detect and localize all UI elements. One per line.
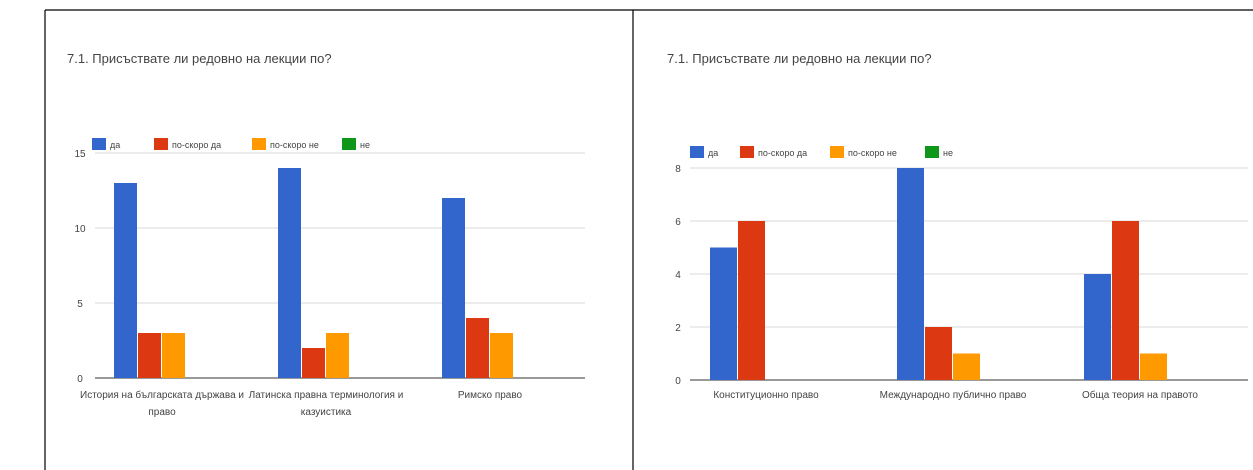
bar — [738, 221, 765, 380]
x-tick-label: История на българската държава и — [80, 389, 244, 401]
bar — [138, 333, 161, 378]
chart-title: 7.1. Присъствате ли редовно на лекции по… — [667, 51, 932, 66]
bar — [953, 353, 980, 380]
bar — [1140, 353, 1167, 380]
legend-label: по-скоро да — [758, 148, 807, 158]
y-tick-label: 4 — [675, 270, 681, 281]
bar — [1112, 221, 1139, 380]
x-tick-label: Римско право — [458, 390, 523, 401]
y-tick-label: 15 — [74, 149, 86, 160]
bar — [442, 198, 465, 378]
x-tick-label: Обща теория на правото — [1082, 389, 1198, 401]
y-tick-label: 10 — [74, 224, 86, 235]
x-tick-label: право — [148, 407, 176, 418]
bar — [490, 333, 513, 378]
chart-right: 7.1. Присъствате ли редовно на лекции по… — [667, 51, 1248, 401]
bar — [1084, 274, 1111, 380]
bar — [278, 168, 301, 378]
chart-title: 7.1. Присъствате ли редовно на лекции по… — [67, 51, 332, 66]
bar — [162, 333, 185, 378]
legend-label: по-скоро не — [270, 140, 319, 150]
bar — [302, 348, 325, 378]
bar — [710, 247, 737, 380]
bar — [466, 318, 489, 378]
bar — [114, 183, 137, 378]
chart-left: 7.1. Присъствате ли редовно на лекции по… — [67, 51, 585, 418]
bar — [326, 333, 349, 378]
bar — [897, 168, 924, 380]
x-tick-label: Конституционно право — [713, 390, 819, 401]
legend-swatch — [740, 146, 754, 158]
x-tick-label: казуистика — [301, 407, 352, 418]
x-tick-label: Латинска правна терминология и — [249, 390, 404, 401]
legend-label: по-скоро да — [172, 140, 221, 150]
y-tick-label: 8 — [675, 164, 681, 175]
bar — [925, 327, 952, 380]
y-tick-label: 0 — [675, 376, 681, 387]
legend-swatch — [925, 146, 939, 158]
legend-label: да — [110, 140, 120, 150]
y-tick-label: 5 — [77, 299, 83, 310]
legend-label: да — [708, 148, 718, 158]
legend-swatch — [690, 146, 704, 158]
legend-label: не — [943, 148, 953, 158]
legend-swatch — [252, 138, 266, 150]
y-tick-label: 0 — [77, 374, 83, 385]
legend-label: не — [360, 140, 370, 150]
legend-swatch — [342, 138, 356, 150]
legend-label: по-скоро не — [848, 148, 897, 158]
x-tick-label: Международно публично право — [880, 389, 1027, 401]
y-tick-label: 2 — [675, 323, 681, 334]
legend-swatch — [92, 138, 106, 150]
legend-swatch — [154, 138, 168, 150]
y-tick-label: 6 — [675, 217, 681, 228]
legend-swatch — [830, 146, 844, 158]
